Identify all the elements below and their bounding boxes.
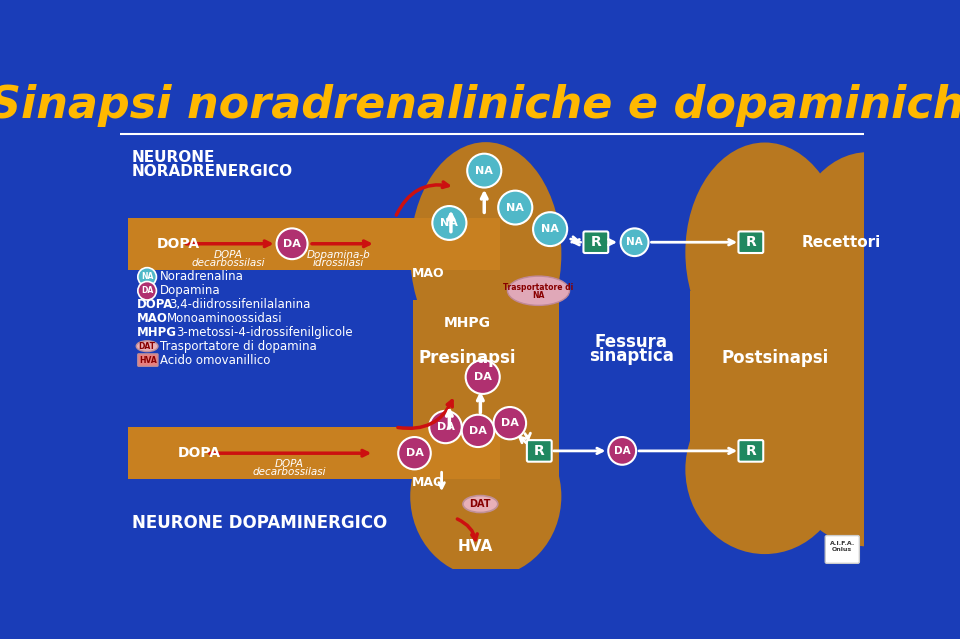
Text: NA: NA xyxy=(475,166,493,176)
Ellipse shape xyxy=(410,415,562,577)
FancyBboxPatch shape xyxy=(826,535,859,564)
Text: R: R xyxy=(746,235,756,249)
Ellipse shape xyxy=(790,152,946,352)
Circle shape xyxy=(429,411,462,443)
Circle shape xyxy=(432,206,467,240)
Text: Sinapsi noradrenaliniche e dopaminiche: Sinapsi noradrenaliniche e dopaminiche xyxy=(0,84,960,127)
Text: R: R xyxy=(590,235,601,249)
Text: sinaptica: sinaptica xyxy=(589,347,674,366)
Text: NA: NA xyxy=(506,203,524,213)
Text: R: R xyxy=(534,444,544,458)
Text: NA: NA xyxy=(532,291,544,300)
Text: decarbossilasi: decarbossilasi xyxy=(192,258,265,268)
Text: R: R xyxy=(746,444,756,458)
Text: DA: DA xyxy=(437,422,454,432)
Text: 3-metossi-4-idrossifenilglicole: 3-metossi-4-idrossifenilglicole xyxy=(176,326,352,339)
Bar xyxy=(128,218,383,270)
Ellipse shape xyxy=(410,142,562,366)
Text: DA: DA xyxy=(283,239,301,249)
Text: Postsinapsi: Postsinapsi xyxy=(721,349,828,367)
Bar xyxy=(841,231,864,493)
Ellipse shape xyxy=(790,392,946,546)
FancyBboxPatch shape xyxy=(584,231,609,253)
Bar xyxy=(375,218,500,270)
Text: NEURONE DOPAMINERGICO: NEURONE DOPAMINERGICO xyxy=(132,514,387,532)
Ellipse shape xyxy=(136,341,158,351)
Text: NORADRENERGICO: NORADRENERGICO xyxy=(132,164,293,179)
Text: MHPG: MHPG xyxy=(137,326,177,339)
Text: Dopamina-b: Dopamina-b xyxy=(306,250,371,259)
FancyBboxPatch shape xyxy=(738,231,763,253)
Circle shape xyxy=(621,228,649,256)
Circle shape xyxy=(138,282,156,300)
Text: A.I.F.A.
Onlus: A.I.F.A. Onlus xyxy=(829,541,855,552)
Text: HVA: HVA xyxy=(139,355,156,364)
Ellipse shape xyxy=(508,276,569,305)
Ellipse shape xyxy=(685,142,844,362)
Text: DOPA: DOPA xyxy=(157,237,201,250)
Circle shape xyxy=(462,415,494,447)
Bar xyxy=(128,427,383,479)
Text: Trasportatore di: Trasportatore di xyxy=(503,283,574,292)
Bar xyxy=(689,291,843,470)
Bar xyxy=(120,77,864,134)
Text: Presinapsi: Presinapsi xyxy=(419,349,516,367)
Text: NA: NA xyxy=(626,237,643,247)
Text: Acido omovanillico: Acido omovanillico xyxy=(160,353,271,367)
Ellipse shape xyxy=(685,385,844,554)
Circle shape xyxy=(493,407,526,440)
FancyBboxPatch shape xyxy=(527,440,552,462)
Text: idrossilasi: idrossilasi xyxy=(313,258,364,268)
FancyBboxPatch shape xyxy=(138,354,158,366)
Text: 3,4-diidrossifenilalanina: 3,4-diidrossifenilalanina xyxy=(170,298,311,311)
Circle shape xyxy=(138,268,156,286)
Text: decarbossilasi: decarbossilasi xyxy=(252,468,325,477)
Text: DAT: DAT xyxy=(469,499,492,509)
Text: DA: DA xyxy=(474,372,492,382)
Text: NA: NA xyxy=(541,224,559,234)
Text: DOPA: DOPA xyxy=(137,298,174,311)
Text: DA: DA xyxy=(501,418,518,428)
Text: MHPG: MHPG xyxy=(444,316,491,330)
Text: DA: DA xyxy=(141,286,154,295)
Text: NEURONE: NEURONE xyxy=(132,150,215,165)
Text: Fessura: Fessura xyxy=(595,334,668,351)
Text: DA: DA xyxy=(469,426,487,436)
Text: DA: DA xyxy=(613,446,631,456)
Text: HVA: HVA xyxy=(457,539,492,554)
Circle shape xyxy=(468,154,501,188)
Text: NA: NA xyxy=(141,272,154,281)
Text: DOPA: DOPA xyxy=(275,459,303,469)
Text: MAO: MAO xyxy=(137,312,168,325)
Circle shape xyxy=(609,437,636,465)
Circle shape xyxy=(276,228,307,259)
Text: Recettori: Recettori xyxy=(802,235,881,250)
Text: Dopamina: Dopamina xyxy=(160,284,221,297)
Ellipse shape xyxy=(463,496,498,512)
Circle shape xyxy=(398,437,431,470)
Text: DOPA: DOPA xyxy=(214,250,243,259)
Circle shape xyxy=(466,360,500,394)
Circle shape xyxy=(533,212,567,246)
Text: MAO: MAO xyxy=(412,266,444,279)
Text: Noradrenalina: Noradrenalina xyxy=(160,270,244,283)
Bar xyxy=(375,427,500,479)
Text: Trasportatore di dopamina: Trasportatore di dopamina xyxy=(160,340,317,353)
Text: Monoaminoossidasi: Monoaminoossidasi xyxy=(166,312,282,325)
Text: DOPA: DOPA xyxy=(179,446,221,460)
Text: DA: DA xyxy=(405,448,423,458)
Circle shape xyxy=(498,190,532,224)
Text: MAO: MAO xyxy=(412,476,444,489)
Text: NA: NA xyxy=(441,218,458,228)
Bar xyxy=(413,300,559,493)
Text: DAT: DAT xyxy=(138,342,156,351)
FancyBboxPatch shape xyxy=(738,440,763,462)
